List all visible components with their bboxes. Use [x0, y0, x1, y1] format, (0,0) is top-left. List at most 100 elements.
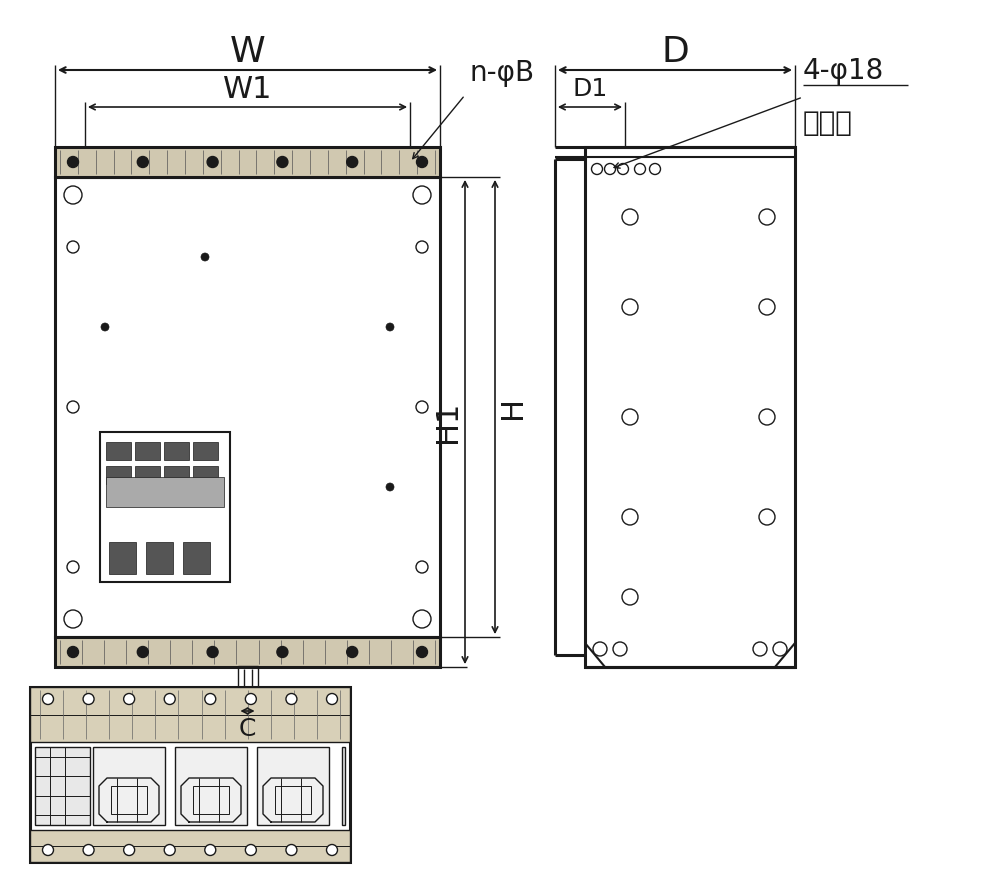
Circle shape [205, 844, 216, 855]
Circle shape [201, 253, 209, 261]
Circle shape [622, 409, 638, 425]
Bar [183, 542, 210, 574]
Circle shape [64, 610, 82, 628]
Circle shape [416, 241, 428, 253]
Circle shape [164, 844, 175, 855]
Circle shape [618, 164, 629, 174]
Circle shape [67, 561, 79, 573]
Text: W: W [230, 35, 265, 69]
Bar [193, 466, 218, 484]
Circle shape [417, 646, 428, 657]
Circle shape [753, 642, 767, 656]
Text: n-φB: n-φB [470, 59, 535, 87]
Circle shape [124, 693, 135, 705]
Circle shape [286, 844, 297, 855]
Bar [175, 747, 247, 825]
Circle shape [386, 483, 394, 491]
Bar [55, 177, 440, 637]
Text: W1: W1 [223, 74, 272, 104]
Circle shape [622, 299, 638, 315]
Circle shape [137, 646, 148, 657]
Bar [106, 442, 131, 460]
Bar [164, 466, 189, 484]
Circle shape [137, 156, 148, 167]
Bar [35, 747, 90, 825]
Circle shape [245, 693, 256, 705]
Circle shape [416, 401, 428, 413]
Bar [342, 747, 345, 825]
Circle shape [83, 693, 94, 705]
Circle shape [68, 156, 78, 167]
Text: 吸り穴: 吸り穴 [803, 109, 853, 137]
Circle shape [326, 693, 338, 705]
Bar [193, 786, 229, 814]
Circle shape [164, 693, 175, 705]
Circle shape [207, 156, 218, 167]
Circle shape [42, 693, 54, 705]
Bar [146, 542, 173, 574]
Text: C: C [239, 717, 256, 741]
Circle shape [245, 844, 256, 855]
Bar [93, 747, 165, 825]
Bar [55, 637, 440, 667]
Bar [193, 442, 218, 460]
Circle shape [277, 646, 288, 657]
Circle shape [277, 156, 288, 167]
Bar [135, 466, 160, 484]
Circle shape [650, 164, 660, 174]
Circle shape [413, 610, 431, 628]
Circle shape [413, 186, 431, 204]
Bar [100, 432, 230, 582]
Bar [30, 830, 350, 862]
Bar [109, 542, 136, 574]
Circle shape [416, 561, 428, 573]
Circle shape [622, 509, 638, 525]
Circle shape [759, 299, 775, 315]
Circle shape [83, 844, 94, 855]
Bar [238, 666, 258, 699]
Bar [585, 147, 795, 667]
Text: D: D [661, 35, 689, 69]
Text: H1: H1 [433, 401, 462, 443]
Bar [30, 687, 350, 862]
Circle shape [386, 323, 394, 331]
Circle shape [604, 164, 616, 174]
Text: H: H [498, 396, 528, 419]
Circle shape [347, 156, 358, 167]
Circle shape [124, 844, 135, 855]
Circle shape [759, 409, 775, 425]
Text: 4-φ18: 4-φ18 [803, 57, 884, 85]
Circle shape [101, 483, 109, 491]
Circle shape [101, 323, 109, 331]
Bar [275, 786, 311, 814]
Circle shape [42, 844, 54, 855]
Circle shape [64, 186, 82, 204]
Circle shape [417, 156, 428, 167]
Circle shape [347, 646, 358, 657]
Bar [55, 147, 440, 177]
Circle shape [67, 401, 79, 413]
Circle shape [326, 844, 338, 855]
Circle shape [773, 642, 787, 656]
Circle shape [613, 642, 627, 656]
Bar [111, 786, 147, 814]
Circle shape [622, 589, 638, 605]
Bar [30, 687, 350, 742]
Circle shape [68, 646, 78, 657]
Circle shape [759, 209, 775, 225]
Bar [106, 466, 131, 484]
Circle shape [622, 209, 638, 225]
Circle shape [592, 164, 602, 174]
Circle shape [759, 509, 775, 525]
Bar [164, 442, 189, 460]
Text: D1: D1 [572, 77, 608, 101]
Circle shape [67, 241, 79, 253]
Bar [257, 747, 329, 825]
Circle shape [207, 646, 218, 657]
Circle shape [205, 693, 216, 705]
Circle shape [593, 642, 607, 656]
Bar [106, 477, 224, 507]
Circle shape [635, 164, 646, 174]
Bar [135, 442, 160, 460]
Circle shape [286, 693, 297, 705]
